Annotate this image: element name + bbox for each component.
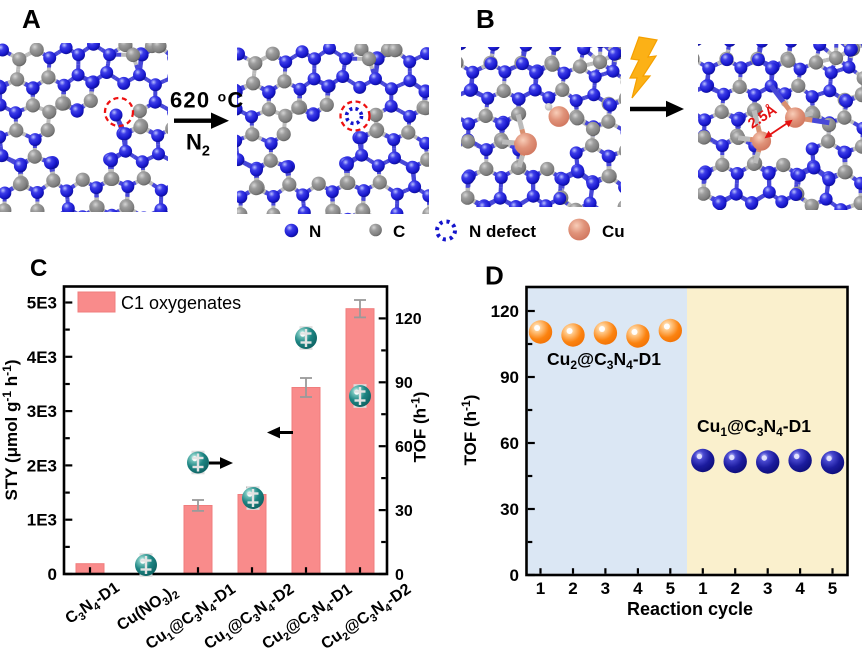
svg-text:5: 5 <box>828 579 837 598</box>
svg-text:STY (μmol g-1 h-1): STY (μmol g-1 h-1) <box>0 359 21 500</box>
svg-text:3E3: 3E3 <box>27 402 57 421</box>
svg-text:120: 120 <box>395 311 422 328</box>
svg-text:90: 90 <box>395 375 413 392</box>
svg-text:2: 2 <box>730 579 739 598</box>
svg-text:B: B <box>476 4 495 34</box>
svg-text:1E3: 1E3 <box>27 511 57 530</box>
svg-text:Cu1@C3N4-D1: Cu1@C3N4-D1 <box>697 416 811 439</box>
svg-text:Cu2@C3N4-D1: Cu2@C3N4-D1 <box>547 349 661 372</box>
svg-text:D: D <box>485 261 504 291</box>
svg-text:N defect: N defect <box>469 222 536 241</box>
svg-text:Reaction cycle: Reaction cycle <box>627 599 753 619</box>
svg-text:30: 30 <box>395 503 413 520</box>
svg-text:N: N <box>309 222 321 241</box>
svg-text:90: 90 <box>500 368 519 387</box>
svg-text:A: A <box>22 4 41 34</box>
svg-text:120: 120 <box>491 302 519 321</box>
svg-text:4: 4 <box>795 579 805 598</box>
svg-text:1: 1 <box>536 579 545 598</box>
svg-text:C: C <box>393 222 405 241</box>
svg-text:4: 4 <box>633 579 643 598</box>
svg-text:C1 oxygenates: C1 oxygenates <box>121 293 241 313</box>
svg-text:3: 3 <box>601 579 610 598</box>
svg-text:5E3: 5E3 <box>27 294 57 313</box>
svg-text:1: 1 <box>698 579 707 598</box>
svg-text:C: C <box>30 255 47 282</box>
svg-text:3: 3 <box>763 579 772 598</box>
svg-text:30: 30 <box>500 500 519 519</box>
svg-text:60: 60 <box>500 434 519 453</box>
svg-text:2E3: 2E3 <box>27 456 57 475</box>
svg-text:0: 0 <box>510 566 519 585</box>
svg-text:4E3: 4E3 <box>27 348 57 367</box>
svg-text:620 oC: 620 oC <box>170 88 244 113</box>
svg-text:Cu: Cu <box>602 222 625 241</box>
svg-text:0: 0 <box>48 565 57 584</box>
svg-text:5: 5 <box>666 579 675 598</box>
svg-text:2: 2 <box>568 579 577 598</box>
